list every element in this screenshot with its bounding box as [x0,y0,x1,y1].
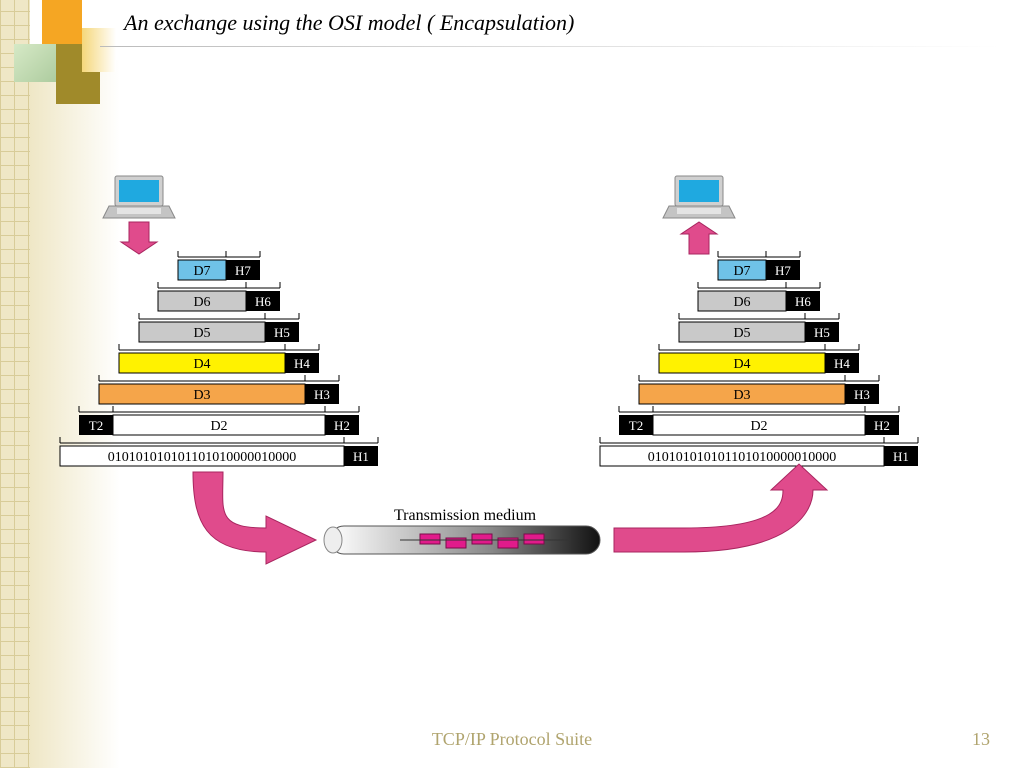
page-number: 13 [972,729,990,750]
svg-text:D7: D7 [193,264,210,279]
svg-text:010101010101101010000010000: 010101010101101010000010000 [648,450,836,465]
svg-text:D7: D7 [733,264,750,279]
svg-text:D3: D3 [733,388,750,403]
svg-text:H5: H5 [814,325,830,340]
svg-text:H3: H3 [854,387,870,402]
svg-text:D5: D5 [733,326,750,341]
svg-text:D5: D5 [193,326,210,341]
svg-text:D6: D6 [193,295,210,310]
svg-text:D2: D2 [750,419,767,434]
svg-text:H5: H5 [274,325,290,340]
svg-text:D3: D3 [193,388,210,403]
svg-text:H4: H4 [834,356,850,371]
svg-text:H2: H2 [334,418,350,433]
svg-text:010101010101101010000010000: 010101010101101010000010000 [108,450,296,465]
osi-encapsulation-diagram: D7 H7 D6 H6 D5 H5 D4 H4 D3 H3 T2 D2 H2 01010101010110… [20,160,1004,580]
svg-text:Transmission medium: Transmission medium [394,507,537,524]
svg-text:D4: D4 [733,357,750,372]
svg-text:H7: H7 [775,263,791,278]
footer-text: TCP/IP Protocol Suite [0,729,1024,750]
title-underline [100,46,1000,47]
svg-text:H1: H1 [893,449,909,464]
svg-text:H2: H2 [874,418,890,433]
svg-text:H6: H6 [795,294,811,309]
decorative-square-icon [42,0,82,44]
diagram-area: D7 H7 D6 H6 D5 H5 D4 H4 D3 H3 T2 D2 H2 01010101010110… [20,160,1004,580]
svg-text:H1: H1 [353,449,369,464]
svg-text:D6: D6 [733,295,750,310]
slide-title: An exchange using the OSI model ( Encaps… [124,10,574,36]
svg-text:D2: D2 [210,419,227,434]
svg-text:H3: H3 [314,387,330,402]
decorative-square-icon [82,28,116,72]
svg-text:T2: T2 [629,418,643,433]
svg-text:D4: D4 [193,357,210,372]
svg-text:H7: H7 [235,263,251,278]
svg-text:T2: T2 [89,418,103,433]
svg-text:H6: H6 [255,294,271,309]
svg-text:H4: H4 [294,356,310,371]
